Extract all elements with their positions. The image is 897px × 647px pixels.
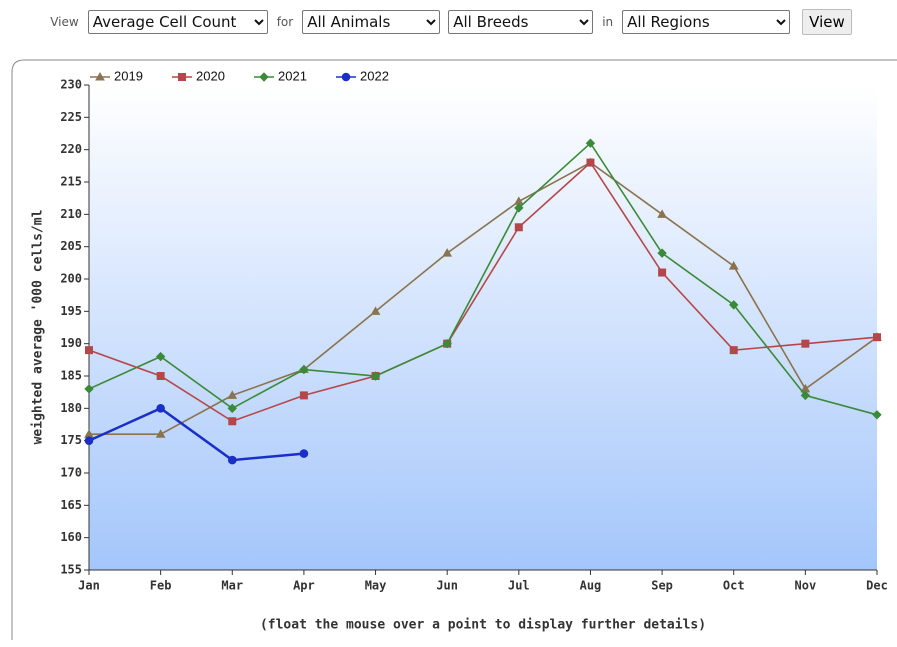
- data-point: [872, 410, 882, 420]
- breeds-select[interactable]: All Breeds: [448, 10, 594, 34]
- data-point: [873, 333, 881, 342]
- y-tick-label: 195: [60, 304, 82, 318]
- y-tick-label: 200: [60, 272, 82, 286]
- x-tick-label: Feb: [150, 579, 172, 593]
- regions-select[interactable]: All Regions: [622, 10, 791, 34]
- data-point: [728, 261, 739, 270]
- data-point: [370, 371, 381, 381]
- data-point: [800, 390, 811, 401]
- data-point: [299, 449, 309, 458]
- in-label: in: [602, 15, 614, 29]
- legend-label: 2020: [196, 68, 225, 83]
- x-tick-label: Dec: [866, 579, 888, 593]
- data-point: [299, 391, 308, 400]
- view-button[interactable]: View: [802, 9, 852, 35]
- y-tick-label: 185: [60, 369, 82, 383]
- y-tick-label: 165: [60, 498, 82, 512]
- data-point: [85, 346, 93, 355]
- view-label: View: [50, 15, 79, 29]
- y-tick-label: 175: [60, 433, 82, 447]
- y-tick-label: 160: [60, 530, 82, 544]
- y-tick-label: 210: [60, 207, 82, 221]
- data-point: [657, 209, 667, 218]
- data-point: [227, 403, 237, 414]
- legend-marker: [341, 72, 351, 82]
- data-point: [155, 351, 166, 362]
- legend-marker: [178, 73, 186, 81]
- legend-label: 2021: [278, 68, 307, 83]
- series-line: [88, 406, 305, 462]
- controls-bar: View Average Cell Count for All Animals …: [0, 9, 897, 35]
- data-point: [586, 158, 595, 167]
- data-point: [228, 417, 237, 426]
- y-tick-label: 180: [60, 401, 82, 415]
- data-point: [514, 223, 523, 232]
- data-point: [227, 390, 238, 399]
- y-tick-label: 190: [60, 336, 82, 350]
- x-tick-label: Jan: [78, 579, 100, 593]
- series-line: [88, 141, 878, 416]
- data-point: [658, 268, 667, 277]
- data-point: [657, 248, 667, 258]
- data-point: [84, 384, 94, 394]
- animals-select[interactable]: All Animals: [302, 10, 441, 34]
- data-point: [156, 372, 165, 380]
- data-point: [299, 364, 309, 375]
- data-point: [442, 248, 453, 257]
- x-tick-label: Oct: [723, 579, 745, 593]
- note: (float the mouse over a point to display…: [260, 618, 706, 633]
- data-point: [155, 429, 166, 438]
- legend-label: 2019: [114, 68, 143, 83]
- x-tick-label: Sep: [651, 579, 673, 593]
- plot-area: [89, 85, 877, 570]
- for-label: for: [276, 15, 294, 29]
- data-point: [729, 300, 739, 310]
- y-tick-label: 155: [60, 563, 82, 577]
- x-tick-label: Jul: [508, 579, 530, 593]
- series-line: [89, 161, 878, 435]
- chart-frame: [11, 59, 897, 640]
- measure-select[interactable]: Average Cell Count: [87, 10, 268, 34]
- data-point: [801, 339, 810, 348]
- x-tick-label: Apr: [293, 579, 315, 593]
- series-line: [88, 161, 878, 423]
- data-point: [227, 455, 237, 465]
- x-tick-label: Jun: [436, 579, 458, 593]
- x-tick-label: Nov: [795, 579, 817, 593]
- data-point: [729, 346, 738, 355]
- data-point: [442, 338, 452, 349]
- y-tick-label: 215: [60, 175, 82, 189]
- legend-label: 2022: [360, 68, 389, 83]
- data-point: [370, 306, 381, 315]
- legend-marker: [95, 71, 105, 81]
- data-point: [156, 404, 165, 413]
- data-point: [585, 138, 596, 148]
- y-axis-label: weighted average '000 cells/ml: [31, 210, 46, 445]
- x-tick-label: Mar: [221, 579, 243, 593]
- x-tick-label: Aug: [580, 579, 602, 593]
- y-tick-label: 230: [60, 78, 82, 92]
- data-point: [514, 203, 524, 213]
- y-tick-label: 225: [60, 110, 82, 124]
- y-tick-label: 170: [60, 466, 82, 480]
- y-tick-label: 205: [60, 239, 82, 253]
- x-tick-label: May: [365, 579, 387, 593]
- data-point: [84, 436, 94, 445]
- legend-marker: [259, 72, 269, 82]
- y-tick-label: 220: [60, 142, 82, 156]
